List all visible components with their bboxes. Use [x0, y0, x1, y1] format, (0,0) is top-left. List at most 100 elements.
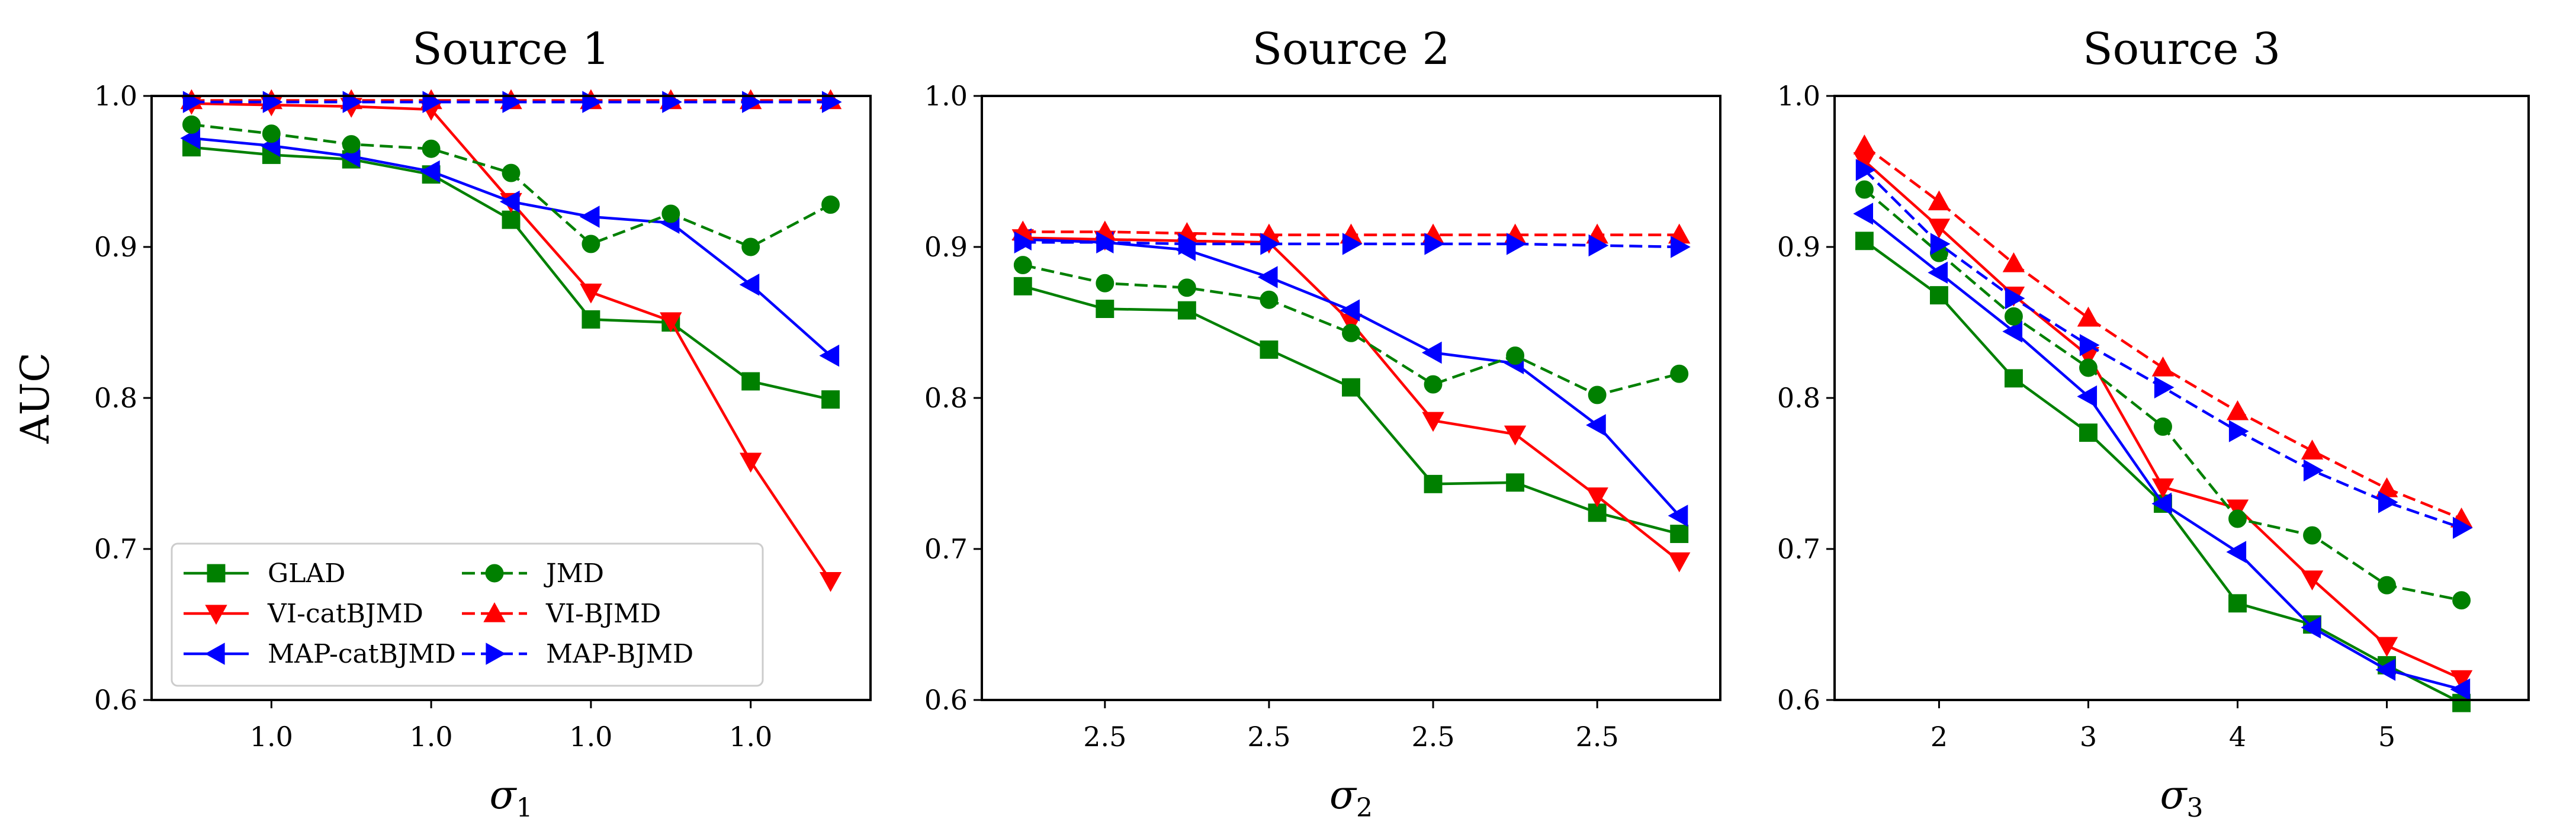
data-point: [1855, 232, 1874, 250]
data-point: [502, 210, 521, 229]
legend-entry: MAP-catBJMD: [184, 639, 456, 669]
data-point: [420, 160, 440, 183]
data-point: [1671, 236, 1691, 258]
data-point: [741, 372, 760, 391]
data-point: [1177, 278, 1196, 297]
data-point: [1855, 159, 1876, 181]
data-point: [1928, 219, 1951, 239]
data-point: [1096, 300, 1114, 319]
data-point: [1260, 340, 1279, 359]
data-point: [2303, 459, 2324, 482]
series-line: [1023, 236, 1681, 563]
data-point: [1421, 341, 1442, 364]
data-point: [2154, 418, 2172, 436]
data-point: [582, 235, 600, 253]
data-point: [2228, 509, 2247, 528]
data-point: [2452, 591, 2471, 610]
x-axis-symbol: σ: [2160, 772, 2188, 818]
data-point: [1096, 274, 1114, 293]
data-point: [2002, 252, 2025, 272]
series-VI-BJMD: [1853, 134, 2473, 528]
x-tick-label: 3: [2080, 721, 2097, 753]
y-tick-label: 0.7: [924, 533, 968, 565]
x-tick-label: 2.5: [1247, 721, 1290, 753]
data-point: [1670, 364, 1689, 383]
data-point: [1342, 323, 1360, 342]
data-point: [1588, 234, 1609, 257]
chart-panel-3: Source 30.60.70.80.91.02 3 4 5σ3: [1777, 24, 2530, 823]
data-point: [2226, 541, 2247, 563]
data-point: [1260, 290, 1279, 309]
legend-marker: [204, 643, 225, 665]
chart-panel-1: Source 1 0.6 0.7 0.8 0.9 1.0 1.0 1.0 1.0 1.0 σ1 AUC: [12, 24, 872, 823]
y-tick-label: 0.8: [94, 382, 137, 414]
data-point: [2450, 678, 2471, 701]
legend-entry: VI-catBJMD: [184, 599, 423, 629]
x-tick-label: 1.0: [729, 721, 772, 753]
data-point: [1504, 425, 1527, 446]
data-point: [1340, 299, 1360, 322]
data-point: [2079, 334, 2100, 357]
data-point: [1178, 233, 1199, 255]
x-axis-subscript: 3: [2187, 793, 2204, 823]
legend: GLAD VI-catBJMD MAP-catBJMD JMD VI-BJMD MAP-B…: [171, 542, 764, 687]
data-point: [2151, 492, 2172, 515]
data-point: [741, 237, 760, 256]
legend-entry: MAP-BJMD: [462, 639, 693, 669]
data-point: [2378, 576, 2397, 595]
data-point: [1668, 505, 1688, 527]
x-tick-label: 5: [2378, 721, 2395, 753]
data-point: [1014, 231, 1035, 254]
legend-marker: [486, 643, 506, 665]
data-point: [580, 283, 602, 304]
x-tick-label: 2: [1931, 721, 1948, 753]
y-tick-label: 0.8: [1777, 382, 1820, 414]
data-point: [2077, 385, 2098, 408]
x-tick-label: 2.5: [1411, 721, 1454, 753]
data-point: [1586, 487, 1608, 508]
data-point: [1257, 266, 1278, 288]
data-point: [2226, 400, 2249, 420]
series-MAP-catBJMD: [1853, 203, 2471, 701]
x-axis-symbol: σ: [489, 772, 517, 818]
legend-label: VI-catBJMD: [267, 599, 423, 629]
legend-marker: [483, 602, 506, 622]
y-axis-label: AUC: [12, 352, 58, 444]
chart-title: Source 1: [412, 24, 610, 75]
data-point: [821, 390, 840, 409]
data-point: [2375, 659, 2396, 681]
data-point: [2005, 369, 2023, 388]
legend-label: MAP-catBJMD: [268, 639, 456, 669]
series-line: [1863, 169, 2462, 529]
data-point: [2079, 358, 2098, 377]
y-tick-label: 0.7: [1777, 533, 1820, 565]
data-point: [2301, 570, 2324, 591]
data-point: [1855, 180, 1874, 199]
data-point: [1507, 233, 1527, 255]
x-axis-symbol: σ: [1329, 772, 1357, 818]
data-point: [2228, 594, 2247, 613]
legend-entry: JMD: [462, 558, 604, 589]
data-point: [739, 452, 762, 473]
data-point: [2002, 320, 2023, 343]
x-tick-label: 2.5: [1083, 721, 1126, 753]
legend-marker: [205, 605, 227, 625]
y-tick-label: 0.9: [924, 231, 968, 263]
x-tick-label: 1.0: [410, 721, 453, 753]
data-point: [1422, 412, 1444, 432]
data-point: [579, 205, 600, 228]
series-VI-catBJMD: [1853, 152, 2473, 691]
chart-panel-2: Source 2 0.6 0.7 0.8 0.9 1.0 2.5 2.5 2.5 2.5 σ2: [924, 24, 1721, 823]
data-point: [2301, 439, 2324, 460]
data-point: [2151, 356, 2174, 377]
legend-label: VI-BJMD: [545, 599, 661, 629]
legend-label: MAP-BJMD: [546, 639, 693, 669]
data-point: [1586, 414, 1606, 436]
data-point: [739, 274, 760, 296]
y-tick-label: 0.7: [94, 533, 137, 565]
series-JMD: [182, 115, 840, 256]
chart-title: Source 3: [2083, 24, 2281, 75]
x-axis-subscript: 1: [516, 793, 533, 823]
data-point: [262, 124, 281, 143]
data-point: [2151, 478, 2174, 499]
